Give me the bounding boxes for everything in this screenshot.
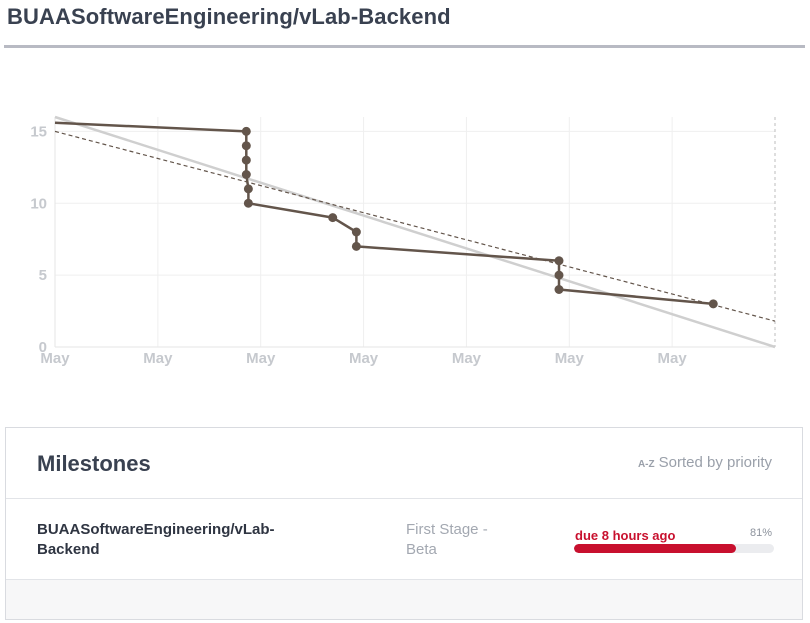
x-tick-label: May [246,350,276,367]
ideal-line [54,115,776,349]
x-tick-label: May [658,350,688,367]
y-tick-label: 10 [30,195,47,212]
milestone-row[interactable]: BUAASoftwareEngineering/vLab-Backend Fir… [6,499,802,580]
data-point [241,155,251,165]
y-tick-label: 5 [39,267,47,284]
x-tick-label: May [555,350,585,367]
data-point [241,141,251,151]
sort-toggle[interactable]: A-Z Sorted by priority [638,454,772,471]
x-tick-label: May [40,350,70,367]
y-tick-label: 0 [39,339,47,356]
milestone-due: due 8 hours ago [575,528,676,543]
milestones-panel: Milestones A-Z Sorted by priority BUAASof… [5,427,803,620]
repo-title[interactable]: BUAASoftwareEngineering/vLab-Backend [7,4,451,29]
data-point [554,256,564,266]
trend-line [54,130,776,322]
x-tick-label: May [349,350,379,367]
milestones-title: Milestones [37,451,151,476]
milestone-name[interactable]: First Stage - Beta [406,521,488,558]
data-point [241,170,251,179]
sort-label: Sorted by priority [658,454,772,471]
milestone-percent: 81% [750,527,773,539]
data-point [241,126,251,136]
x-tick-label: May [452,350,482,367]
data-point [243,198,253,208]
data-point [554,270,564,280]
milestone-progress-bar [574,544,774,553]
data-point [351,227,361,237]
y-tick-label: 15 [30,123,47,140]
milestone-repo[interactable]: BUAASoftwareEngineering/vLab-Backend [37,521,275,558]
burndown-chart: 0 5 10 15 May May May May May May May [30,115,776,367]
actual-line [54,121,714,306]
data-point [328,213,338,223]
data-point [708,299,718,309]
milestone-progress-fill [574,544,736,553]
data-point [243,184,253,194]
x-tick-label: May [143,350,173,367]
data-point [351,241,361,251]
milestones-header: Milestones A-Z Sorted by priority [6,428,802,499]
repo-header: BUAASoftwareEngineering/vLab-Backend [4,0,805,48]
data-point [554,285,564,294]
sort-az-icon: A-Z [637,459,655,470]
